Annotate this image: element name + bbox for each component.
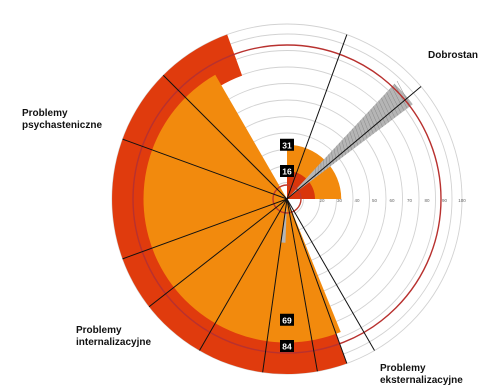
spoke-line — [162, 74, 288, 200]
spoke-line — [122, 198, 288, 260]
spoke-line — [286, 198, 318, 372]
layer-wedge-segment — [287, 83, 413, 199]
value-label: 84 — [282, 342, 292, 352]
value-label-box — [280, 138, 294, 151]
wedge-hatch-line — [349, 131, 356, 148]
wedge-hatch-line — [328, 154, 331, 167]
wedge-hatch-line — [336, 145, 340, 160]
value-label: 16 — [282, 167, 292, 177]
spoke-line — [122, 138, 288, 200]
wedge-hatch-line — [383, 94, 396, 118]
axis-tick-label: 70 — [407, 198, 413, 203]
wedge-hatch-line — [344, 137, 350, 153]
value-label-box — [280, 313, 294, 326]
category-label-line: internalizacyjne — [76, 337, 152, 348]
wedge-hatch-line — [323, 159, 325, 172]
wedge-hatch-line — [339, 142, 343, 158]
wedge-hatch-line — [381, 97, 393, 121]
layer-69-segment — [143, 74, 341, 343]
spoke-line — [286, 86, 422, 200]
wedge-hatch-line — [378, 100, 389, 123]
axis-tick-label: 90 — [442, 198, 448, 203]
value-label: 69 — [282, 315, 292, 325]
category-label-internalizacyjne: Problemy internalizacyjne — [76, 325, 151, 349]
wedge-hatch-line — [365, 114, 374, 135]
wedge-hatch-line — [354, 125, 362, 144]
reference-circle — [272, 184, 302, 214]
wedge-hatch-line — [362, 117, 371, 137]
wedge-hatch-line — [391, 86, 405, 111]
axis-tick-label: 80 — [424, 198, 430, 203]
axis-tick-label: 30 — [337, 198, 343, 203]
category-label-line: Problemy — [76, 325, 122, 336]
spoke-line — [286, 198, 348, 364]
value-label: 31 — [282, 140, 292, 150]
wedge-hatch-line — [375, 103, 386, 125]
spoke-line — [286, 34, 348, 200]
axis-tick-label: 60 — [389, 198, 395, 203]
category-label-line: Problemy — [380, 363, 426, 374]
axis-tick-label: 20 — [319, 198, 325, 203]
category-label-line: Dobrostan — [428, 50, 478, 61]
axis-tick-label: 40 — [354, 198, 360, 203]
spoke-line — [199, 198, 288, 351]
category-label-psychasteniczne: Problemy psychasteniczne — [22, 108, 102, 132]
wedge-hatch-line — [352, 128, 359, 146]
wedge-hatch-line — [373, 106, 383, 128]
spoke-line — [148, 198, 288, 308]
wedge-hatch-line — [367, 111, 377, 132]
wedge-hatch-line — [346, 134, 353, 151]
category-label-line: eksternalizacyjne — [380, 375, 463, 386]
reference-circle — [132, 44, 442, 354]
wedge-hatch-line — [360, 120, 368, 139]
grid-ring — [111, 23, 463, 375]
axis-tick-label: 50 — [372, 198, 378, 203]
category-label-dobrostan: Dobrostan — [428, 50, 478, 62]
category-label-line: psychasteniczne — [22, 120, 103, 131]
wedge-hatch-line — [325, 156, 328, 169]
category-label-line: Problemy — [22, 108, 68, 119]
category-label-eksternalizacyjne: Problemy eksternalizacyjne — [380, 363, 463, 387]
spoke-line — [262, 198, 288, 373]
wedge-hatch-line — [333, 148, 337, 162]
value-label-box — [280, 165, 294, 177]
wedge-hatch-line — [388, 89, 402, 114]
wedge-hatch-line — [386, 92, 399, 116]
wedge-hatch-line — [396, 80, 411, 107]
value-label-box — [280, 340, 294, 352]
wedge-hatch-line — [331, 151, 334, 165]
wedge-hatch-line — [341, 140, 346, 155]
wedge-hatch-line — [357, 123, 365, 141]
wedge-hatch-line — [370, 109, 380, 130]
axis-tick-label: 100 — [458, 198, 466, 203]
spoke-line — [286, 198, 375, 351]
wedge-hatch-line — [314, 168, 316, 178]
